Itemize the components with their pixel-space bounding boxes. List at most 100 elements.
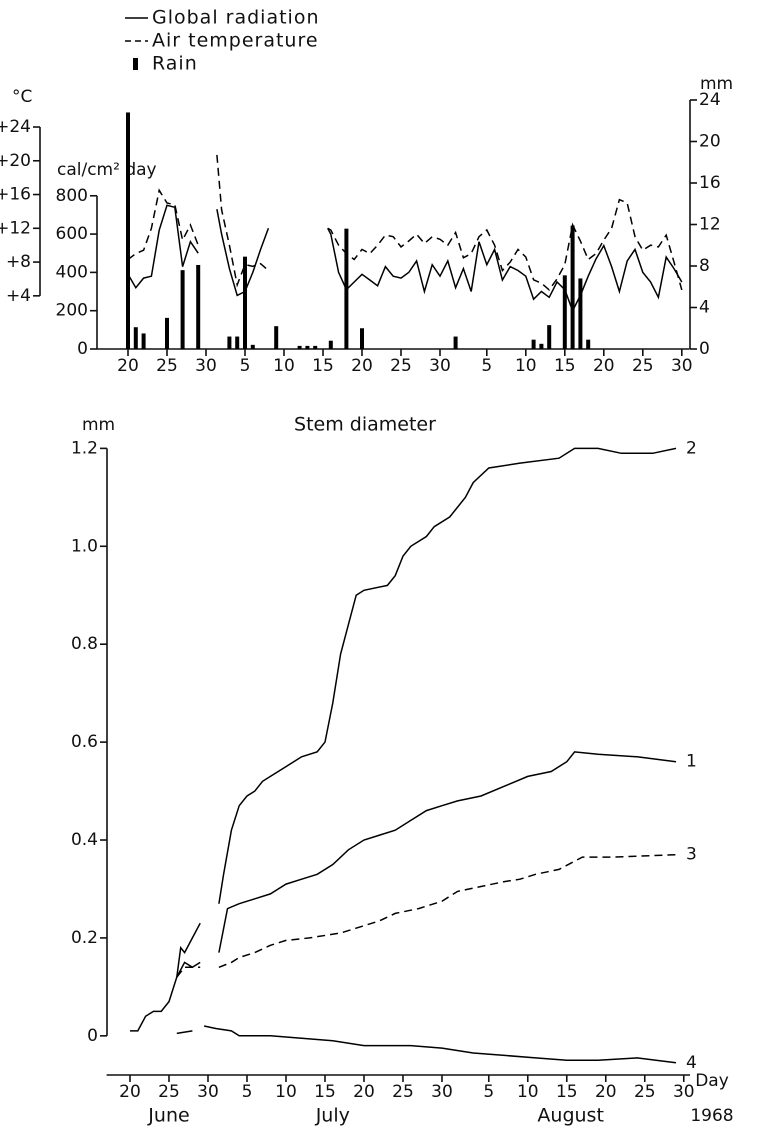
month-label: June [147,1105,189,1127]
rain-bar [165,317,169,349]
y-tick-label: 1.0 [71,536,98,556]
rain-bar [297,345,302,349]
x-tick-label: 10 [273,356,295,376]
x-tick-label: 20 [117,356,139,376]
y-tick-label: 600 [56,224,88,244]
x-tick-label: 15 [312,356,334,376]
y-tick-label: 0.8 [71,634,98,654]
rain-bar [570,225,575,349]
rain-bar [562,275,567,349]
y-axis-label: cal/cm² day [57,160,157,180]
rain-bar [126,112,130,349]
y3-tick-label: +12 [0,218,31,238]
x-tick-label: 20 [353,1082,375,1102]
y-tick-label: 400 [56,262,88,282]
x-tick-label: 5 [483,1082,494,1102]
rain-bar [133,327,138,349]
x-tick-label: 30 [195,356,217,376]
year-label: 1968 [690,1106,733,1126]
month-label: July [315,1105,350,1127]
rain-bar [227,336,232,349]
x-tick-label: 10 [517,1082,539,1102]
rain-bar [305,345,310,349]
x-tick-label: 30 [431,1082,453,1102]
y2-tick-label: 4 [699,298,710,318]
y-tick-label: 800 [56,186,88,206]
x-tick-label: 20 [119,1082,141,1102]
y2-tick-label: 24 [699,90,721,110]
rain-bar [235,336,240,349]
y2-tick-label: 8 [699,256,710,276]
y-tick-label: 0.4 [71,830,98,850]
x-tick-label: 5 [240,356,251,376]
rain-bar [274,326,279,349]
rain-bar [344,228,349,349]
y-tick-label: 1.2 [71,438,98,458]
series-line [176,751,677,978]
x-tick-label: 25 [392,1082,414,1102]
legend-label: Air temperature [152,30,319,52]
rain-bar [531,339,536,349]
chart-title: Stem diameter [294,414,436,436]
y3-tick-label: +24 [0,117,31,137]
y3-tick-label: +4 [6,286,31,306]
series-line [127,204,683,313]
legend-label: Rain [152,53,198,75]
x-tick-label: 25 [156,356,178,376]
x-tick-label: 5 [242,1082,253,1102]
y2-tick-label: 0 [699,339,710,359]
rain-bar [196,264,201,349]
series-line [176,1025,677,1064]
series-line [176,853,677,978]
y3-axis-label: °C [12,87,32,107]
y-tick-label: 0 [77,339,88,359]
series-end-label: 4 [686,1053,697,1073]
x-tick-label: 15 [556,1082,578,1102]
y3-tick-label: +20 [0,151,31,171]
y-tick-label: 0.2 [71,928,98,948]
x-tick-label: 30 [197,1082,219,1102]
series-end-label: 2 [686,438,697,458]
x-tick-label: 5 [481,356,492,376]
x-tick-label: 15 [554,356,576,376]
x-tick-label: 20 [595,1082,617,1102]
x-tick-label: 20 [351,356,373,376]
y2-tick-label: 16 [699,173,721,193]
y-tick-label: 200 [56,301,88,321]
series-end-label: 1 [686,752,697,772]
series-line [130,447,677,1032]
rain-bar [328,340,333,349]
rain-bar [547,325,552,349]
month-label: August [537,1105,604,1127]
y2-tick-label: 12 [699,215,721,235]
y3-tick-label: +16 [0,185,31,205]
x-tick-label: 25 [632,356,654,376]
rain-bar [453,336,458,349]
x-tick-label: 10 [275,1082,297,1102]
x-tick-label: 30 [673,1082,695,1102]
rain-bar [250,344,255,349]
rain-bar [141,333,146,349]
y3-tick-label: +8 [6,252,31,272]
y-axis-label: mm [82,415,115,435]
x-tick-label: 30 [429,356,451,376]
x-tick-label: 25 [634,1082,656,1102]
y-tick-label: 0 [87,1026,98,1046]
rain-bar [313,345,318,349]
x-tick-label: 15 [314,1082,336,1102]
rain-bar [586,339,591,349]
rain-bar [243,256,247,349]
x-tick-label: 10 [515,356,537,376]
x-axis-label: Day [695,1071,729,1091]
y2-tick-label: 20 [699,132,721,152]
series-end-label: 3 [686,845,697,865]
y2-axis-label: mm [700,74,733,94]
legend-label: Global radiation [152,7,319,29]
legend-swatch [133,58,138,70]
x-tick-label: 25 [158,1082,180,1102]
x-tick-label: 30 [671,356,693,376]
x-tick-label: 20 [593,356,615,376]
rain-bar [360,328,364,349]
rain-bar [180,270,185,349]
